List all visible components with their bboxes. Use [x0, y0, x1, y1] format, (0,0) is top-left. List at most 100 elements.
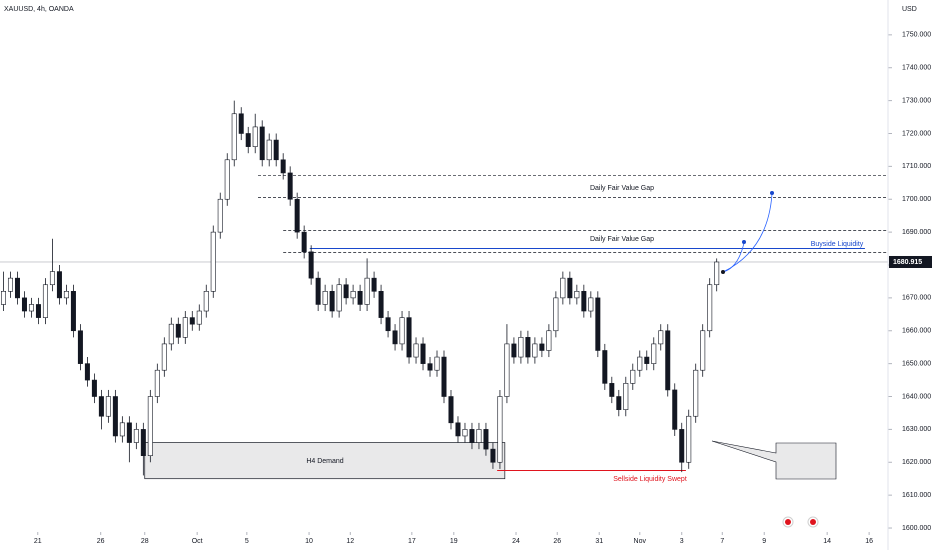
candle-body	[672, 389, 678, 430]
candle-body	[616, 396, 622, 410]
candle-body	[105, 396, 111, 417]
candle-body	[364, 277, 370, 305]
candle-body	[84, 363, 90, 381]
annotation-label: H4 Demand	[306, 458, 343, 465]
candle-body	[189, 317, 195, 325]
candle-body	[420, 343, 426, 364]
y-tick-label: 1620.000	[902, 459, 931, 466]
x-tick-label: 9	[762, 538, 766, 545]
x-tick-label: Nov	[634, 538, 647, 545]
candle-body	[287, 172, 293, 200]
callout-box	[711, 440, 837, 480]
x-tick-label: 17	[408, 538, 416, 545]
candle-body	[686, 415, 692, 463]
projection-point	[770, 191, 774, 195]
candle-body	[154, 369, 160, 397]
candle-body	[476, 429, 482, 443]
candle-body	[434, 356, 440, 371]
annotation-label: Daily Fair Value Gap	[590, 236, 654, 243]
candle-body	[455, 422, 461, 437]
candle-body	[182, 317, 188, 338]
candle-body	[161, 343, 167, 371]
candle-body	[350, 291, 356, 299]
candle-body	[581, 291, 587, 312]
candle-body	[315, 277, 321, 305]
y-tick-label: 1600.000	[902, 525, 931, 532]
candle-body	[609, 383, 615, 397]
candle-body	[322, 291, 328, 305]
candle-body	[343, 284, 349, 299]
candle-body	[147, 396, 153, 456]
candle-body	[693, 369, 699, 417]
candle-body	[413, 343, 419, 358]
candle-body	[574, 291, 580, 299]
projection-arrow	[722, 193, 773, 273]
candle-body	[280, 159, 286, 174]
candle-body	[448, 396, 454, 424]
y-tick-label: 1670.000	[902, 295, 931, 302]
y-tick-label: 1740.000	[902, 65, 931, 72]
candle-body	[385, 317, 391, 332]
candle-body	[175, 323, 181, 338]
candle-body	[119, 422, 125, 437]
candle-body	[7, 277, 13, 292]
candle-body	[637, 356, 643, 371]
candle-body	[518, 337, 524, 358]
candle-body	[539, 343, 545, 351]
candle-body	[567, 277, 573, 299]
x-tick-label: 26	[97, 538, 105, 545]
candle-body	[98, 396, 104, 417]
candle-body	[168, 323, 174, 345]
candle-body	[546, 330, 552, 351]
event-flag[interactable]	[810, 519, 816, 525]
chart-title: XAUUSD, 4h, OANDA	[4, 6, 74, 13]
annotation-label: Sellside Liquidity Swept	[613, 476, 687, 483]
candle-body	[28, 304, 34, 312]
candle-body	[357, 291, 363, 305]
candle-body	[700, 330, 706, 371]
x-tick-label: 12	[346, 538, 354, 545]
candle-body	[252, 126, 258, 147]
candle-body	[707, 284, 713, 332]
candle-body	[553, 297, 559, 332]
candle-body	[371, 277, 377, 292]
candle-body	[427, 363, 433, 371]
candle-body	[665, 330, 671, 391]
candle-body	[126, 422, 132, 443]
candle-body	[112, 396, 118, 437]
x-tick-label: 31	[595, 538, 603, 545]
candle-body	[70, 291, 76, 332]
candle-body	[658, 330, 664, 345]
candle-body	[651, 343, 657, 364]
candle-body	[231, 113, 237, 161]
candle-body	[336, 284, 342, 312]
demand-zone	[144, 442, 506, 480]
x-tick-label: 10	[305, 538, 313, 545]
x-tick-label: 21	[34, 538, 42, 545]
candle-body	[532, 343, 538, 358]
y-tick-label: 1700.000	[902, 196, 931, 203]
candle-body	[490, 448, 496, 463]
candle-body	[469, 429, 475, 443]
x-tick-label: 26	[553, 538, 561, 545]
candle-body	[483, 429, 489, 450]
x-tick-label: 19	[450, 538, 458, 545]
event-flag[interactable]	[785, 519, 791, 525]
candle-body	[49, 271, 55, 286]
y-tick-label: 1710.000	[902, 163, 931, 170]
candle-body	[602, 350, 608, 384]
candle-body	[238, 113, 244, 134]
candle-body	[504, 343, 510, 397]
y-tick-label: 1630.000	[902, 426, 931, 433]
candle-body	[497, 396, 503, 463]
candle-body	[329, 291, 335, 312]
decor	[711, 0, 889, 550]
candle-body	[630, 369, 636, 384]
last-price-box	[889, 255, 932, 268]
y-tick-label: 1720.000	[902, 130, 931, 137]
projection-point	[742, 240, 746, 244]
candle-body	[217, 198, 223, 233]
candle-body	[294, 198, 300, 233]
candle-body	[203, 291, 209, 312]
candle-body	[462, 429, 468, 437]
